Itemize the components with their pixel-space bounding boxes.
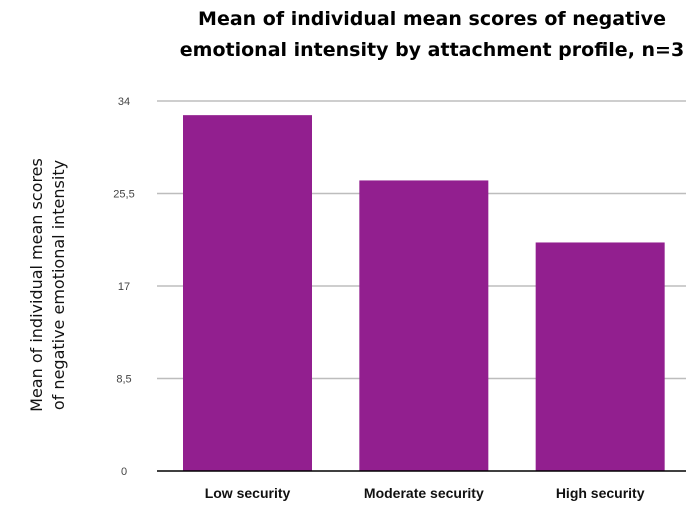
x-tick-label: High security [556, 485, 645, 501]
x-tick-label: Low security [205, 485, 291, 501]
bar [535, 242, 665, 471]
y-tick-label: 34 [118, 96, 130, 108]
chart-title-line-2: emotional intensity by attachment profil… [179, 39, 685, 61]
bar [359, 180, 489, 472]
x-tick-label: Moderate security [364, 485, 484, 501]
y-tick-label: 25,5 [113, 189, 134, 201]
y-tick-label: 0 [121, 466, 127, 478]
chart-title-line-1: Mean of individual mean scores of negati… [198, 8, 666, 30]
chart-title: Mean of individual mean scores of negati… [92, 4, 686, 66]
y-tick-label: 8,5 [116, 374, 131, 386]
y-tick-label: 17 [118, 281, 130, 293]
bar [183, 115, 312, 471]
